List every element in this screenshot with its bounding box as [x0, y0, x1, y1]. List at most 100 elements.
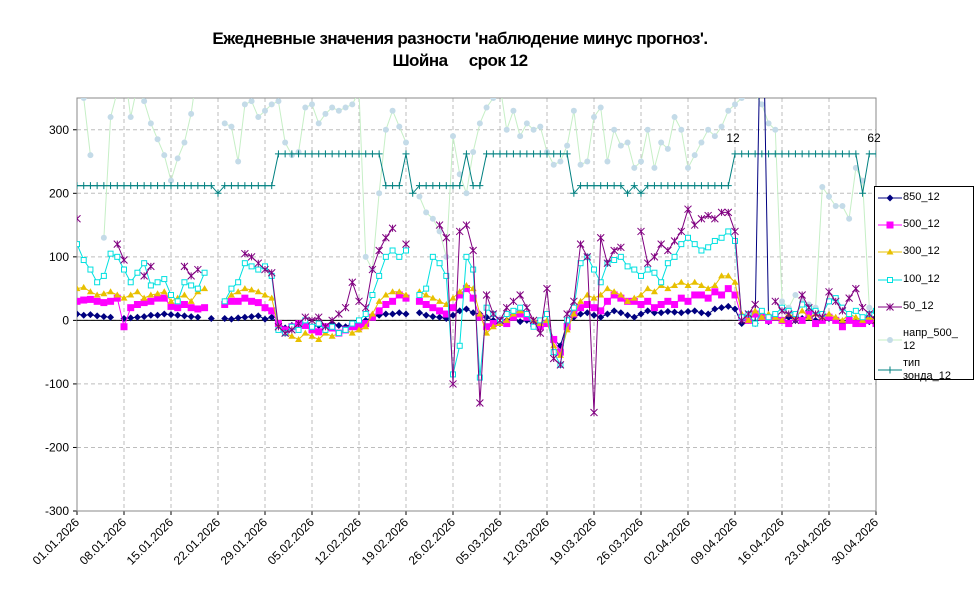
marker	[631, 266, 638, 273]
marker	[180, 262, 189, 271]
marker	[314, 313, 323, 322]
marker	[462, 285, 470, 293]
marker	[247, 252, 256, 261]
marker	[852, 150, 860, 158]
marker	[825, 150, 833, 158]
marker	[335, 150, 343, 158]
marker	[610, 291, 618, 299]
marker	[80, 283, 88, 290]
marker	[630, 313, 638, 321]
marker	[611, 257, 618, 264]
marker	[516, 150, 524, 158]
x-tick-label: 12.03.2026	[500, 515, 553, 568]
marker	[140, 299, 148, 307]
marker	[603, 297, 611, 305]
marker	[751, 150, 759, 158]
marker	[429, 294, 437, 301]
marker	[322, 110, 329, 117]
marker	[80, 296, 88, 304]
marker	[570, 189, 578, 197]
marker	[114, 253, 121, 260]
marker	[611, 126, 618, 133]
marker	[188, 282, 195, 289]
marker	[294, 319, 303, 328]
marker	[362, 323, 370, 330]
marker	[724, 272, 732, 279]
marker	[711, 305, 719, 313]
marker	[261, 304, 269, 312]
marker	[227, 315, 235, 323]
marker	[476, 374, 483, 381]
marker	[302, 104, 309, 111]
marker	[93, 297, 101, 305]
marker	[483, 304, 490, 311]
marker	[577, 182, 585, 190]
marker	[355, 297, 363, 306]
marker	[529, 316, 538, 325]
marker	[436, 307, 444, 315]
marker	[127, 314, 135, 322]
marker	[556, 150, 564, 158]
marker	[422, 311, 430, 319]
marker	[429, 304, 437, 312]
marker	[402, 291, 410, 298]
marker	[751, 310, 759, 318]
marker	[570, 297, 578, 306]
marker	[201, 182, 209, 190]
legend-swatch	[878, 302, 902, 311]
marker	[617, 294, 625, 302]
marker	[556, 361, 565, 369]
marker	[591, 114, 597, 121]
marker	[147, 282, 154, 289]
marker	[423, 209, 430, 216]
marker	[86, 311, 94, 319]
marker	[261, 182, 269, 190]
marker	[443, 253, 450, 260]
marker	[147, 291, 155, 298]
marker	[691, 182, 699, 190]
marker	[724, 285, 732, 293]
marker	[174, 298, 181, 305]
marker	[87, 266, 94, 273]
marker	[356, 89, 362, 95]
marker	[637, 301, 645, 308]
marker	[650, 252, 659, 261]
marker	[597, 104, 604, 111]
marker	[368, 310, 376, 317]
legend-label: напр_500_12	[903, 327, 958, 352]
marker	[133, 301, 141, 308]
plot-area	[77, 98, 876, 511]
marker	[80, 311, 88, 319]
x-tick-label: 22.01.2026	[171, 515, 224, 568]
x-tick-label: 26.03.2026	[594, 515, 647, 568]
x-tick-label: 15.01.2026	[124, 515, 177, 568]
marker	[368, 265, 377, 274]
marker	[415, 182, 423, 190]
marker	[523, 313, 531, 321]
marker	[160, 294, 168, 302]
marker	[617, 309, 625, 317]
marker	[328, 316, 336, 325]
marker	[227, 291, 235, 298]
marker	[590, 182, 598, 190]
marker	[463, 253, 470, 260]
marker	[107, 297, 115, 305]
marker	[288, 332, 296, 339]
marker	[818, 313, 827, 322]
marker	[724, 208, 733, 217]
legend-item: 50_12	[877, 300, 961, 313]
marker	[831, 297, 840, 306]
marker	[791, 316, 800, 325]
marker	[362, 253, 369, 260]
marker	[450, 133, 456, 140]
marker	[395, 288, 403, 295]
marker	[375, 297, 383, 304]
legend-swatch	[878, 194, 902, 201]
marker	[187, 182, 195, 190]
marker	[268, 313, 276, 321]
marker	[584, 158, 591, 165]
marker	[389, 107, 396, 114]
marker	[86, 288, 94, 295]
marker	[127, 182, 135, 190]
